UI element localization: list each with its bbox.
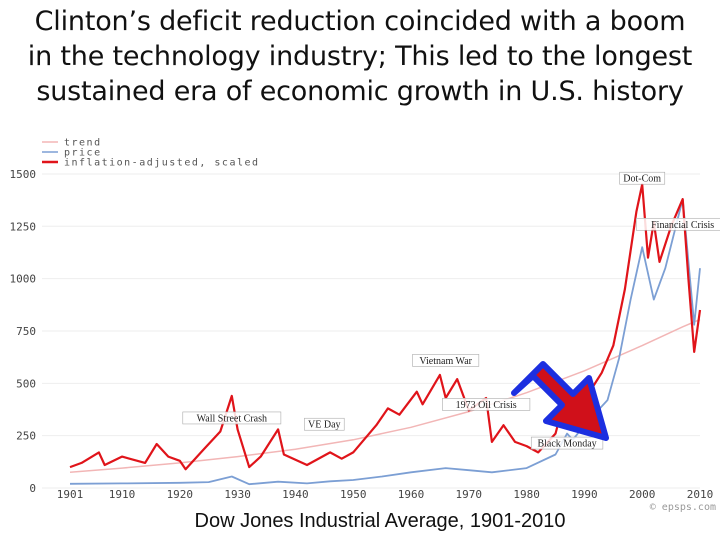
slide-title: Clinton’s deficit reduction coincided wi…: [0, 4, 720, 109]
annotation-label: Wall Street Crash: [197, 413, 267, 424]
y-tick-label: 0: [29, 482, 36, 495]
grid-lines: [42, 173, 700, 489]
title-line-1: Clinton’s deficit reduction coincided wi…: [34, 6, 686, 37]
x-tick-label: 1940: [282, 488, 309, 501]
annotation-box: [412, 354, 480, 367]
annotation-box: [182, 411, 282, 425]
x-tick-label: 2000: [629, 488, 656, 501]
x-tick-label: 1901: [57, 488, 84, 501]
annotation-label: 1973 Oil Crisis: [456, 400, 517, 411]
annotation-box: [304, 417, 345, 431]
inflation-adjusted-line: [69, 183, 702, 471]
annotation-label: Financial Crisis: [651, 220, 714, 231]
annotation: Vietnam War: [412, 354, 480, 367]
x-tick-label: 1990: [571, 488, 598, 501]
y-tick-label: 750: [16, 325, 36, 338]
trend-line: [69, 318, 701, 474]
chart-caption: Dow Jones Industrial Average, 1901-2010: [194, 510, 566, 532]
x-axis-ticks: 1901 1910 1920 1930 1940 1950 1960 1970 1980 1990…: [57, 488, 714, 501]
annotation-label: Dot-Com: [623, 174, 661, 185]
annotation-box: [619, 171, 666, 185]
annotation-label: Vietnam War: [419, 356, 472, 367]
x-tick-label: 1950: [340, 488, 367, 501]
x-tick-label: 1970: [456, 488, 483, 501]
highlight-arrow: [511, 361, 609, 441]
x-tick-label: 1930: [224, 488, 251, 501]
y-tick-label: 1250: [10, 220, 37, 233]
annotation-box: [635, 217, 720, 231]
legend-label: inflation-adjusted, scaled: [64, 158, 260, 169]
annotation: Wall Street Crash: [182, 411, 282, 425]
y-axis-ticks: 0 250 500 750 1000 1250 1500: [10, 168, 37, 495]
y-tick-label: 250: [16, 430, 36, 443]
x-tick-label: 1910: [109, 488, 136, 501]
y-tick-label: 500: [16, 377, 36, 390]
x-tick-label: 2010: [687, 488, 714, 501]
x-tick-label: 1960: [398, 488, 425, 501]
annotation: Dot-Com: [619, 171, 666, 185]
legend-label: trend: [64, 138, 102, 149]
annotation-label: Black Monday: [537, 439, 596, 450]
event-annotations: Dot-Com Financial Crisis Vietnam War 1973 O…: [182, 171, 720, 450]
annotation-label: VE Day: [308, 420, 341, 431]
annotation: Financial Crisis: [635, 217, 720, 231]
price-line: [69, 198, 701, 486]
annotation-box: [442, 398, 531, 411]
arrow-shape: [511, 361, 609, 441]
annotation: Black Monday: [530, 436, 604, 450]
title-line-2: in the technology industry; This led to …: [27, 41, 693, 72]
source-credit: © epsps.com: [649, 502, 716, 513]
y-tick-label: 1500: [10, 168, 37, 181]
series-lines: [69, 183, 702, 486]
annotation-box: [530, 436, 604, 450]
annotation: VE Day: [304, 417, 345, 431]
x-tick-label: 1920: [167, 488, 194, 501]
title-line-3: sustained era of economic growth in U.S.…: [36, 76, 684, 107]
y-tick-label: 1000: [10, 273, 37, 286]
x-tick-label: 1980: [513, 488, 540, 501]
legend-label: price: [64, 148, 102, 159]
annotation: 1973 Oil Crisis: [442, 398, 531, 411]
